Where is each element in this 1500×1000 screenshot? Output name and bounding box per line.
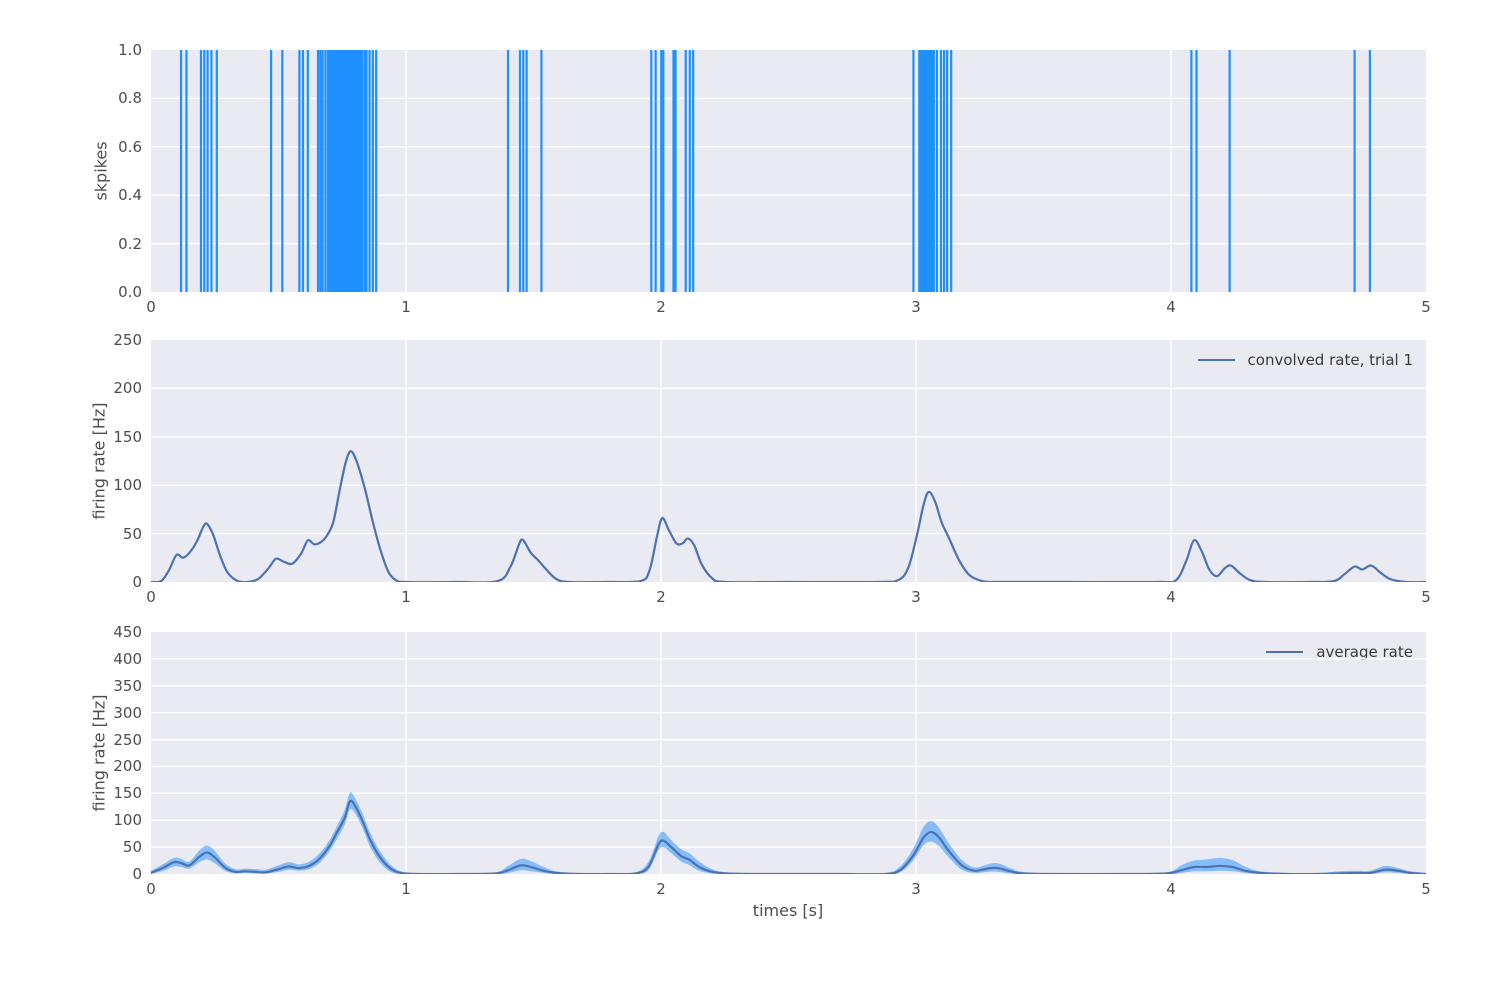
y-tick-label: 150	[113, 784, 142, 803]
y-tick-label: 300	[113, 703, 142, 722]
average-rate-y-axis-label: firing rate [Hz]	[89, 694, 109, 812]
x-tick-label: 5	[1421, 298, 1431, 316]
std-band	[151, 792, 1426, 874]
spike-raster-y-axis-label: skpikes	[91, 141, 111, 201]
x-tick-label: 0	[146, 880, 156, 898]
x-tick-label: 4	[1166, 588, 1176, 606]
legend-convolved-rate: convolved rate, trial 1	[1197, 351, 1413, 369]
legend-label: average rate	[1316, 643, 1413, 661]
rate-line	[151, 450, 1426, 582]
x-tick-label: 4	[1166, 298, 1176, 316]
legend-label: convolved rate, trial 1	[1247, 351, 1413, 369]
y-tick-label: 0	[132, 865, 142, 883]
x-tick-label: 2	[656, 298, 666, 316]
x-tick-label: 0	[146, 588, 156, 606]
convolved-rate-y-axis-label: firing rate [Hz]	[89, 402, 109, 520]
area-canvas	[151, 632, 1426, 874]
x-tick-label: 3	[911, 298, 921, 316]
x-tick-label: 0	[146, 298, 156, 316]
y-tick-label: 200	[113, 757, 142, 776]
y-tick-label: 150	[113, 427, 142, 446]
mean-rate-line	[151, 799, 1426, 874]
y-tick-label: 0.6	[118, 137, 142, 156]
x-axis-label: times [s]	[752, 901, 824, 920]
legend-line-sample-icon	[1197, 359, 1235, 361]
y-tick-label: 400	[113, 649, 142, 668]
x-tick-label: 1	[401, 298, 411, 316]
y-tick-label: 0.8	[118, 89, 142, 108]
convolved-rate-axes: convolved rate, trial 1	[151, 340, 1426, 582]
x-tick-label: 2	[656, 588, 666, 606]
y-tick-label: 0.4	[118, 186, 142, 205]
x-tick-label: 1	[401, 588, 411, 606]
x-tick-label: 5	[1421, 880, 1431, 898]
x-tick-label: 3	[911, 588, 921, 606]
y-tick-label: 0.0	[118, 283, 142, 301]
x-tick-label: 3	[911, 880, 921, 898]
x-tick-label: 1	[401, 880, 411, 898]
y-tick-label: 100	[113, 476, 142, 495]
y-tick-label: 450	[113, 623, 142, 641]
x-tick-label: 5	[1421, 588, 1431, 606]
y-tick-label: 0	[132, 573, 142, 591]
x-tick-label: 4	[1166, 880, 1176, 898]
x-tick-label: 2	[656, 880, 666, 898]
legend-line-sample-icon	[1266, 651, 1304, 653]
y-tick-label: 250	[113, 730, 142, 749]
y-tick-label: 50	[122, 524, 142, 543]
y-tick-label: 200	[113, 379, 142, 398]
y-tick-label: 350	[113, 676, 142, 695]
spike-raster-axes	[151, 50, 1426, 292]
legend-average-rate: average rate	[1266, 643, 1413, 661]
y-tick-label: 0.2	[118, 234, 142, 253]
event_raster-canvas	[151, 50, 1426, 292]
y-tick-label: 50	[122, 838, 142, 857]
average-rate-axes: average rate	[151, 632, 1426, 874]
y-tick-label: 1.0	[118, 41, 142, 59]
line-canvas	[151, 340, 1426, 582]
y-tick-label: 250	[113, 331, 142, 349]
y-tick-label: 100	[113, 811, 142, 830]
